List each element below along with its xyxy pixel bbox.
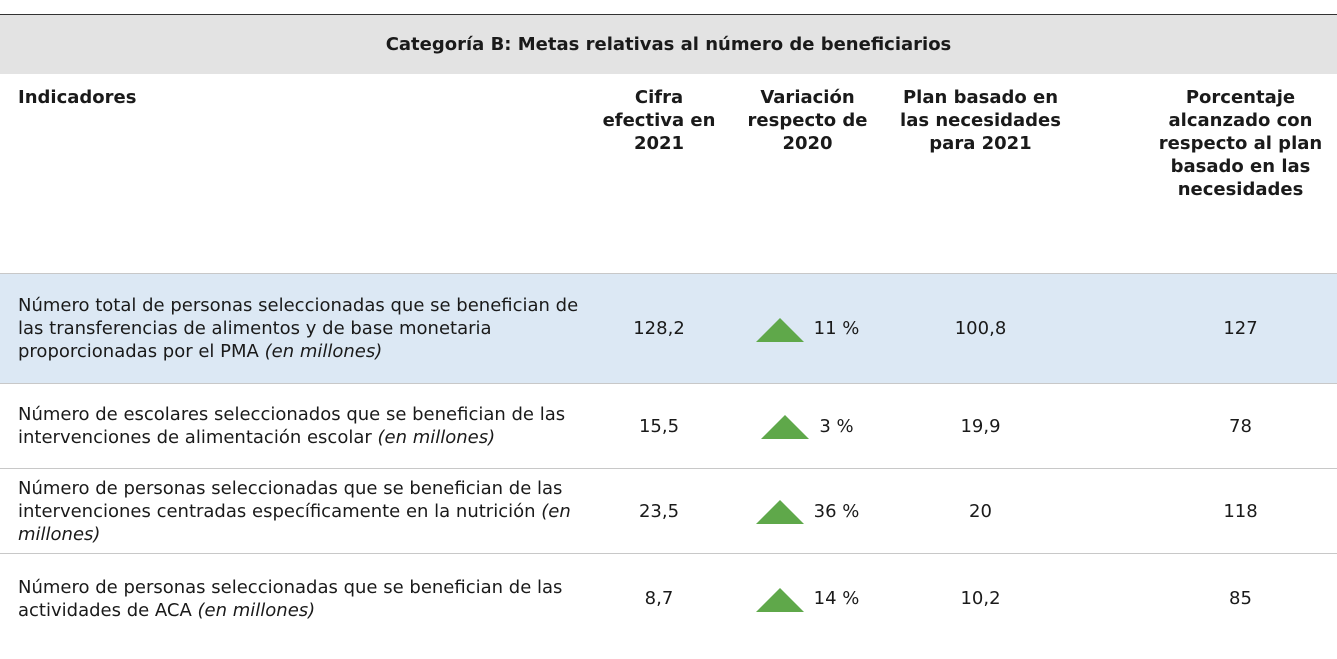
change-value: 14 % — [813, 588, 860, 610]
table-body: Número total de personas seleccionadas q… — [0, 273, 1337, 644]
indicator-text: Número de personas seleccionadas que se … — [18, 477, 563, 522]
indicator-unit: (en millones) — [197, 599, 316, 621]
plan-cell: 100,8 — [895, 273, 1095, 384]
indicator-unit: (en millones) — [264, 341, 383, 362]
column-header: Porcentaje alcanzado con respecto al pla… — [1158, 87, 1323, 200]
indicator-cell: Número de escolares seleccionados que se… — [0, 383, 598, 469]
plan-cell: 10,2 — [895, 553, 1095, 644]
change-wrap: 36 % — [721, 498, 894, 524]
change-wrap: 11 % — [721, 316, 894, 342]
indicator-unit: (en millones) — [377, 427, 496, 448]
up-triangle — [755, 587, 804, 612]
table: Categoría B: Metas relativas al número d… — [0, 14, 1337, 644]
change-wrap: 14 % — [721, 586, 894, 612]
change-cell: 3 % — [720, 383, 895, 469]
table-row: Número de personas seleccionadas que se … — [0, 468, 1337, 554]
actual-cell: 8,7 — [598, 553, 720, 644]
indicator-text: Número de escolares seleccionados que se… — [18, 404, 566, 448]
change-wrap: 3 % — [721, 413, 894, 439]
up-triangle — [755, 317, 804, 342]
percent-cell: 127 — [1095, 273, 1337, 384]
table-row: Número total de personas seleccionadas q… — [0, 273, 1337, 384]
table-title: Categoría B: Metas relativas al número d… — [0, 14, 1337, 74]
indicator-cell: Número de personas seleccionadas que se … — [0, 468, 598, 554]
actual-cell: 15,5 — [598, 383, 720, 469]
actual-cell: 128,2 — [598, 273, 720, 384]
percent-cell: 78 — [1095, 383, 1337, 469]
change-value: 3 % — [819, 415, 854, 437]
indicator-unit: (en millones) — [18, 500, 571, 545]
table-row: Número de escolares seleccionados que se… — [0, 383, 1337, 469]
percent-cell: 85 — [1095, 553, 1337, 644]
change-value: 36 % — [813, 500, 860, 522]
column-header: Cifra efectiva en 2021 — [602, 87, 716, 154]
column-header: Indicadores — [18, 87, 137, 108]
plan-cell: 20 — [895, 468, 1095, 554]
percent-cell: 118 — [1095, 468, 1337, 554]
column-header: Plan basado en las necesidades para 2021 — [900, 87, 1061, 154]
indicator-cell: Número de personas seleccionadas que se … — [0, 553, 598, 644]
up-triangle — [761, 415, 810, 439]
plan-cell: 19,9 — [895, 383, 1095, 469]
column-header: Variación respecto de 2020 — [747, 87, 868, 154]
actual-cell: 23,5 — [598, 468, 720, 554]
indicator-text: Número total de personas seleccionadas q… — [18, 295, 579, 362]
table-row: Número de personas seleccionadas que se … — [0, 553, 1337, 644]
indicator-cell: Número total de personas seleccionadas q… — [0, 273, 598, 384]
change-cell: 36 % — [720, 468, 895, 554]
change-cell: 11 % — [720, 273, 895, 384]
up-triangle — [755, 500, 804, 524]
change-cell: 14 % — [720, 553, 895, 644]
indicator-text: Número de personas seleccionadas que se … — [18, 576, 563, 621]
change-value: 11 % — [813, 318, 860, 339]
